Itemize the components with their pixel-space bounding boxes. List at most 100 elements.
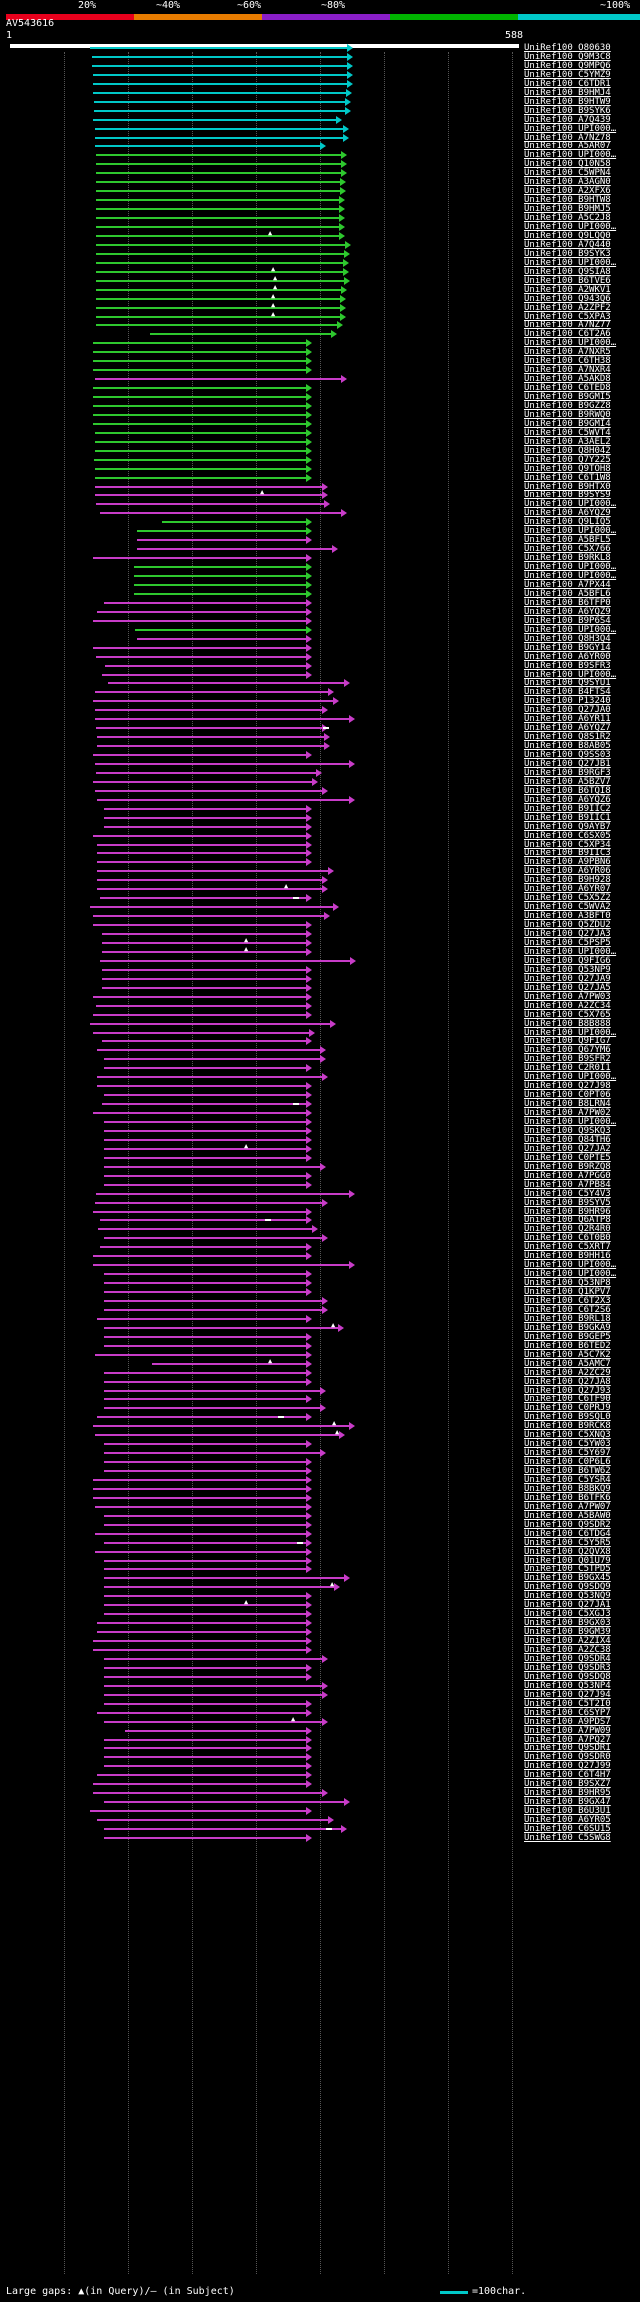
hit-label[interactable]: UniRef100_C5SWG8 [524, 1833, 611, 1843]
hit-bar[interactable] [102, 933, 306, 935]
hit-label[interactable]: UniRef100_C6TED8 [524, 383, 611, 393]
hit-bar[interactable] [90, 1023, 330, 1025]
hit-bar[interactable] [97, 861, 306, 863]
hit-bar[interactable] [102, 942, 306, 944]
hit-label[interactable]: UniRef100_Q27JA8 [524, 1377, 611, 1387]
hit-label[interactable]: UniRef100_B9SYS9 [524, 490, 611, 500]
hit-label[interactable]: UniRef100_B6TFP0 [524, 598, 611, 608]
hit-label[interactable]: UniRef100_A7NZ77 [524, 320, 611, 330]
hit-bar[interactable] [93, 1649, 306, 1651]
hit-label[interactable]: UniRef100_A6YR06 [524, 866, 611, 876]
hit-bar[interactable] [105, 665, 306, 667]
hit-label[interactable]: UniRef100_A5AKD8 [524, 374, 611, 384]
hit-bar[interactable] [93, 74, 347, 76]
hit-label[interactable]: UniRef100_B9SYV5 [524, 1198, 611, 1208]
hit-label[interactable]: UniRef100_B9HTW9 [524, 97, 611, 107]
hit-label[interactable]: UniRef100_C0PTE5 [524, 1153, 611, 1163]
hit-label[interactable]: UniRef100_UPI000… [524, 124, 617, 134]
hit-bar[interactable] [104, 1443, 306, 1445]
hit-bar[interactable] [96, 199, 339, 201]
hit-label[interactable]: UniRef100_Q6ATP8 [524, 1215, 611, 1225]
hit-bar[interactable] [96, 316, 340, 318]
hit-bar[interactable] [102, 1040, 306, 1042]
hit-bar[interactable] [97, 1318, 306, 1320]
hit-bar[interactable] [93, 1255, 306, 1257]
hit-label[interactable]: UniRef100_UPI000… [524, 571, 617, 581]
hit-bar[interactable] [93, 1488, 306, 1490]
hit-bar[interactable] [104, 1398, 306, 1400]
hit-label[interactable]: UniRef100_UPI000… [524, 1117, 617, 1127]
hit-bar[interactable] [94, 110, 345, 112]
hit-label[interactable]: UniRef100_A5AR07 [524, 141, 611, 151]
hit-label[interactable]: UniRef100_Q9AYB7 [524, 822, 611, 832]
hit-bar[interactable] [95, 1506, 306, 1508]
hit-bar[interactable] [96, 244, 345, 246]
hit-bar[interactable] [152, 1363, 306, 1365]
hit-bar[interactable] [90, 906, 333, 908]
hit-bar[interactable] [93, 915, 324, 917]
hit-bar[interactable] [104, 1756, 306, 1758]
hit-bar[interactable] [104, 1148, 306, 1150]
hit-label[interactable]: UniRef100_C5X765 [524, 1010, 611, 1020]
hit-label[interactable]: UniRef100_A6YR00 [524, 652, 611, 662]
hit-label[interactable]: UniRef100_C5PSP5 [524, 938, 611, 948]
hit-bar[interactable] [97, 1819, 328, 1821]
hit-bar[interactable] [93, 423, 306, 425]
hit-bar[interactable] [108, 682, 344, 684]
hit-bar[interactable] [104, 1336, 306, 1338]
hit-label[interactable]: UniRef100_B9SFR3 [524, 661, 611, 671]
hit-bar[interactable] [104, 817, 306, 819]
hit-label[interactable]: UniRef100_A9PBN6 [524, 857, 611, 867]
hit-bar[interactable] [104, 1694, 322, 1696]
hit-bar[interactable] [97, 1774, 306, 1776]
hit-bar[interactable] [97, 745, 324, 747]
hit-label[interactable]: UniRef100_P13240 [524, 696, 611, 706]
hit-bar[interactable] [93, 1640, 306, 1642]
hit-label[interactable]: UniRef100_Q9SKQ3 [524, 1126, 611, 1136]
hit-bar[interactable] [95, 718, 349, 720]
hit-bar[interactable] [93, 351, 306, 353]
hit-label[interactable]: UniRef100_B9GM39 [524, 1627, 611, 1637]
hit-label[interactable]: UniRef100_Q8H3Q4 [524, 634, 611, 644]
hit-bar[interactable] [93, 1783, 306, 1785]
hit-bar[interactable] [104, 1345, 306, 1347]
hit-bar[interactable] [96, 226, 339, 228]
hit-bar[interactable] [104, 1613, 306, 1615]
hit-bar[interactable] [93, 1014, 306, 1016]
hit-bar[interactable] [104, 1801, 344, 1803]
hit-bar[interactable] [93, 620, 306, 622]
hit-bar[interactable] [93, 83, 347, 85]
hit-bar[interactable] [96, 172, 341, 174]
hit-bar[interactable] [102, 674, 306, 676]
hit-label[interactable]: UniRef100_C0PT06 [524, 1090, 611, 1100]
hit-bar[interactable] [104, 1166, 320, 1168]
hit-label[interactable]: UniRef100_A6YR07 [524, 884, 611, 894]
hit-bar[interactable] [100, 1246, 306, 1248]
hit-bar[interactable] [104, 1667, 306, 1669]
hit-bar[interactable] [93, 342, 306, 344]
hit-bar[interactable] [97, 611, 306, 613]
hit-bar[interactable] [95, 468, 306, 470]
hit-label[interactable]: UniRef100_Q27JA1 [524, 1600, 611, 1610]
hit-label[interactable]: UniRef100_C5TPD5 [524, 1564, 611, 1574]
hit-label[interactable]: UniRef100_Q943Q6 [524, 294, 611, 304]
hit-bar[interactable] [93, 754, 306, 756]
hit-label[interactable]: UniRef100_Q27J98 [524, 1081, 611, 1091]
hit-bar[interactable] [96, 298, 340, 300]
hit-label[interactable]: UniRef100_B9SFR2 [524, 1054, 611, 1064]
hit-label[interactable]: UniRef100_A5AMC7 [524, 1359, 611, 1369]
hit-bar[interactable] [93, 557, 306, 559]
hit-bar[interactable] [95, 763, 349, 765]
hit-bar[interactable] [93, 405, 306, 407]
hit-bar[interactable] [100, 897, 306, 899]
hit-bar[interactable] [104, 1309, 322, 1311]
hit-label[interactable]: UniRef100_C5YW03 [524, 1439, 611, 1449]
hit-bar[interactable] [93, 781, 312, 783]
hit-bar[interactable] [104, 1094, 306, 1096]
hit-bar[interactable] [97, 799, 349, 801]
hit-label[interactable]: UniRef100_C5T2I0 [524, 1699, 611, 1709]
hit-label[interactable]: UniRef100_A3AEL2 [524, 437, 611, 447]
hit-label[interactable]: UniRef100_A7PW09 [524, 1726, 611, 1736]
hit-label[interactable]: UniRef100_B6TED2 [524, 1341, 611, 1351]
hit-bar[interactable] [104, 1828, 341, 1830]
